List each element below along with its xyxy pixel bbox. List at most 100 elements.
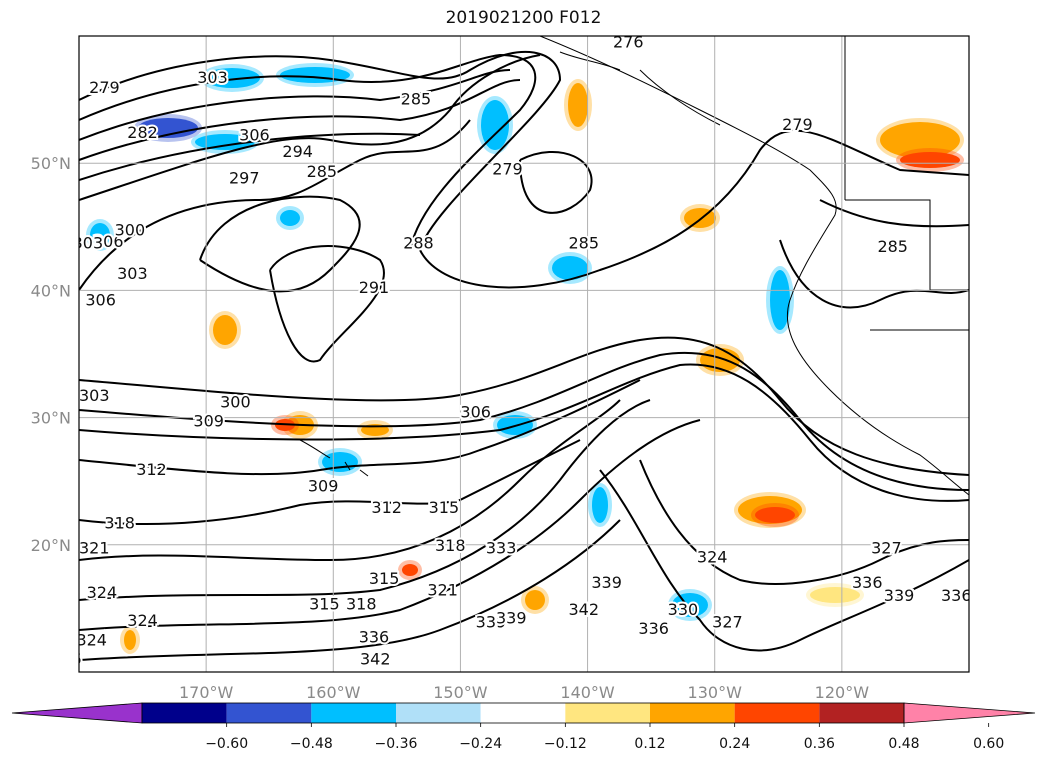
contour-line bbox=[79, 69, 511, 141]
contour-label: 303 bbox=[73, 233, 104, 252]
colorbar: −0.60 −0.48 −0.36 −0.24 −0.12 0.12 0.24 0.36 0.4… bbox=[11, 702, 1036, 752]
contour-label: 306 bbox=[239, 125, 270, 144]
lon-tick-label: 120°W bbox=[815, 683, 870, 702]
contour-label: 324 bbox=[76, 630, 107, 649]
contour-label: 276 bbox=[613, 32, 644, 51]
colorbar-right-extension bbox=[903, 702, 1036, 724]
colorbar-tick-label: −0.12 bbox=[544, 736, 587, 752]
plot-area: 2792823033062942973063002852852762793033… bbox=[51, 32, 972, 672]
contour-label: 324 bbox=[697, 548, 728, 567]
anomaly-shading bbox=[481, 100, 509, 150]
coastline-segment bbox=[559, 51, 621, 71]
contour-label: 336 bbox=[51, 649, 82, 668]
coastline-segment bbox=[359, 469, 369, 477]
contour-label: 315 bbox=[309, 595, 340, 614]
anomaly-shading bbox=[552, 256, 588, 280]
lon-tick-label: 140°W bbox=[560, 683, 615, 702]
contour-label: 279 bbox=[492, 160, 523, 179]
contour-label: 339 bbox=[884, 586, 915, 605]
contour-label: 282 bbox=[127, 123, 158, 142]
colorbar-bin bbox=[650, 703, 735, 723]
lon-tick-label: 160°W bbox=[306, 683, 361, 702]
contour-line bbox=[79, 399, 651, 601]
lat-tick-label: 50°N bbox=[31, 154, 71, 173]
colorbar-tick-label: −0.24 bbox=[459, 736, 502, 752]
contour-label: 315 bbox=[369, 569, 400, 588]
contour-label: 327 bbox=[712, 612, 743, 631]
contour-line bbox=[79, 519, 621, 661]
anomaly-shading bbox=[402, 564, 418, 576]
anomaly-shading bbox=[213, 315, 237, 345]
contour-line bbox=[79, 119, 471, 291]
anomaly-shading bbox=[755, 507, 795, 523]
contour-label: 309 bbox=[193, 412, 224, 431]
colorbar-tick-label: −0.36 bbox=[375, 736, 418, 752]
colorbar-frame bbox=[141, 702, 905, 724]
colorbar-tick-label: 0.36 bbox=[804, 736, 835, 752]
contour-label: 330 bbox=[668, 600, 699, 619]
contour-line bbox=[79, 53, 537, 251]
coastline-segment bbox=[639, 69, 721, 126]
anomaly-shading bbox=[90, 223, 110, 247]
anomaly-shading bbox=[204, 68, 260, 88]
contour-line bbox=[79, 439, 581, 526]
contour-label: 306 bbox=[93, 232, 124, 251]
contour-line bbox=[79, 419, 701, 631]
axis-tick-labels: 170°W 160°W 150°W 140°W 130°W 120°W 20°N 30°N 40… bbox=[31, 154, 870, 702]
colorbar-tick-label: −0.60 bbox=[205, 736, 248, 752]
contour-label: 309 bbox=[308, 476, 339, 495]
contour-label: 327 bbox=[871, 539, 902, 558]
contour-label: 291 bbox=[359, 278, 390, 297]
colorbar-left-extension bbox=[11, 702, 143, 724]
contour-label: 303 bbox=[79, 386, 110, 405]
contour-label: 279 bbox=[782, 115, 813, 134]
contour-label: 336 bbox=[941, 586, 972, 605]
contour-label: 312 bbox=[371, 498, 402, 517]
contour-label: 279 bbox=[89, 78, 120, 97]
contour-label: 336 bbox=[359, 628, 390, 647]
contour-line bbox=[79, 79, 521, 161]
anomaly-shading bbox=[568, 83, 588, 127]
anomaly-shading bbox=[900, 152, 960, 168]
anomaly-shading bbox=[525, 590, 545, 610]
anomaly-shading bbox=[810, 587, 860, 603]
coastline bbox=[299, 36, 969, 496]
anomaly-shading bbox=[138, 118, 198, 138]
contour-label: 333 bbox=[486, 539, 517, 558]
anomaly-shading bbox=[280, 210, 300, 226]
contour-line bbox=[79, 132, 421, 181]
contour-label: 300 bbox=[220, 392, 251, 411]
contour-label: 339 bbox=[476, 612, 507, 631]
contour-line bbox=[79, 54, 541, 201]
contour-label: 318 bbox=[104, 513, 135, 532]
anomaly-shading bbox=[592, 487, 608, 523]
colorbar-tick-label: 0.24 bbox=[719, 736, 750, 752]
contour-label: 288 bbox=[403, 233, 434, 252]
contour-label: 342 bbox=[360, 649, 391, 668]
grid-lines bbox=[79, 36, 969, 672]
contour-label: 285 bbox=[877, 237, 908, 256]
colorbar-bin bbox=[819, 703, 904, 723]
colorbar-bin bbox=[480, 703, 566, 723]
contour-label: 324 bbox=[87, 583, 118, 602]
lat-tick-label: 20°N bbox=[31, 536, 71, 555]
contour-line bbox=[79, 351, 969, 491]
contour-line bbox=[79, 50, 969, 289]
colorbar-tick-label: 0.12 bbox=[634, 736, 665, 752]
contour-line bbox=[819, 199, 969, 228]
colorbar-tick-label: 0.60 bbox=[973, 736, 1004, 752]
contour-label: 339 bbox=[591, 573, 622, 592]
contour-label: 303 bbox=[197, 68, 228, 87]
lon-tick-label: 150°W bbox=[433, 683, 488, 702]
colorbar-tick-label: −0.48 bbox=[290, 736, 333, 752]
contour-label: 312 bbox=[136, 460, 167, 479]
contour-label: 306 bbox=[85, 291, 116, 310]
contour-label: 342 bbox=[568, 600, 599, 619]
contour-line bbox=[79, 379, 641, 476]
contour-label: 315 bbox=[429, 498, 460, 517]
contour-label: 303 bbox=[117, 264, 148, 283]
anomaly-shading bbox=[880, 122, 960, 158]
map-frame bbox=[78, 35, 970, 673]
contour-label: 306 bbox=[460, 403, 491, 422]
